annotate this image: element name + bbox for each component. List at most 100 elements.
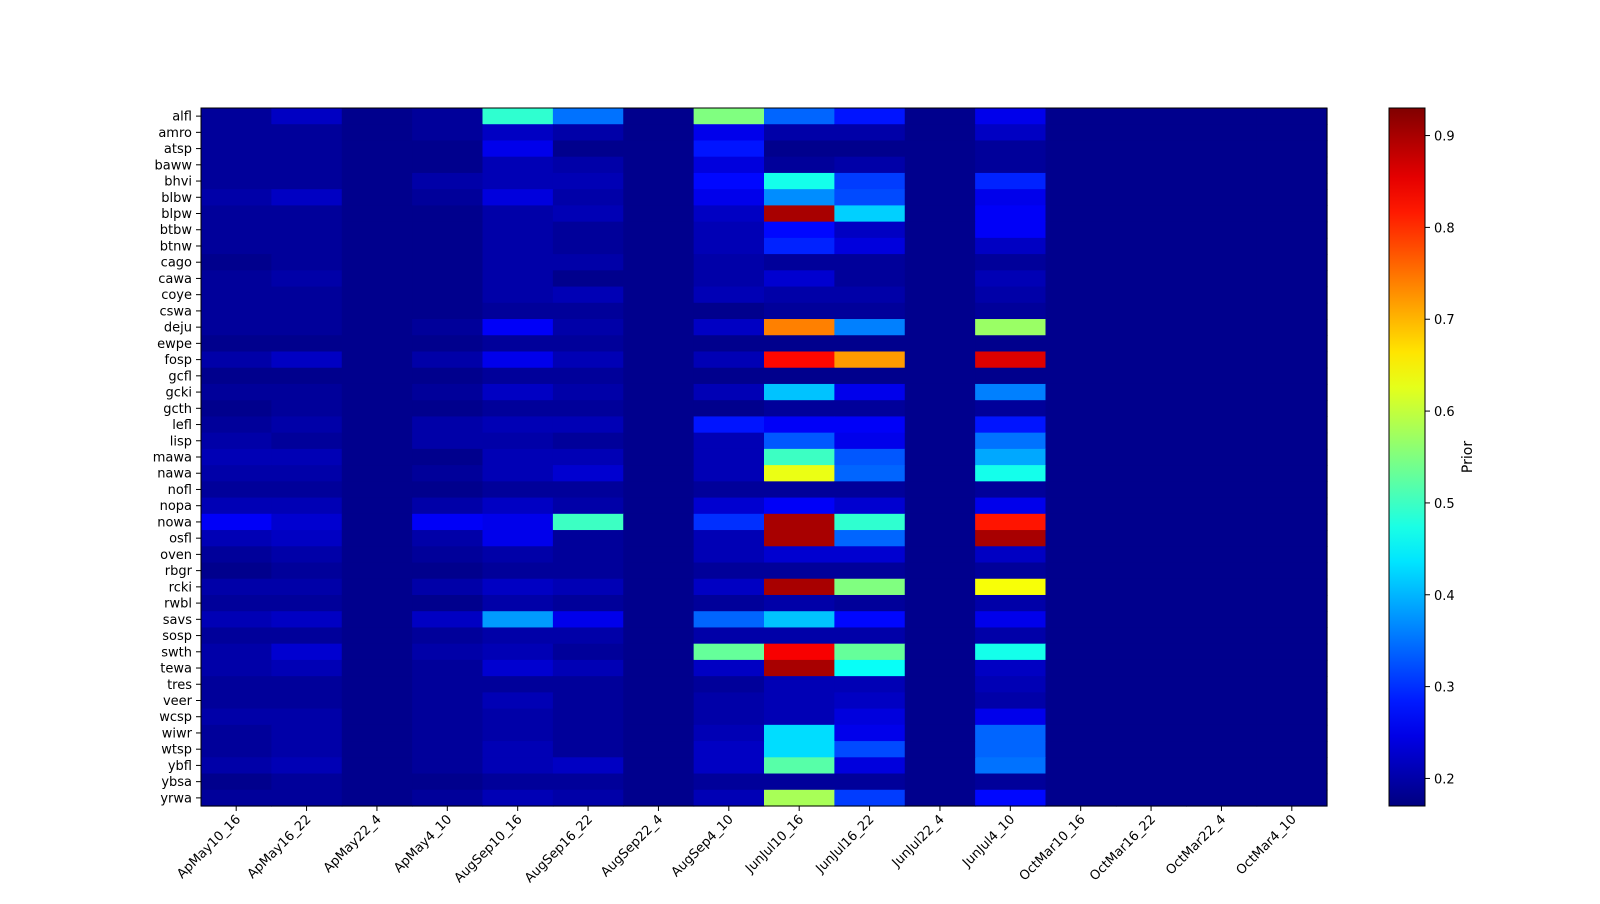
heatmap-cell xyxy=(693,789,765,807)
heatmap-cell xyxy=(693,448,765,466)
heatmap-cell xyxy=(412,724,484,742)
heatmap-cell xyxy=(552,562,624,580)
heatmap-cell xyxy=(341,270,413,288)
heatmap-cell xyxy=(1045,221,1117,239)
heatmap-cell xyxy=(412,562,484,580)
heatmap-cell xyxy=(271,627,343,645)
heatmap-cell xyxy=(201,140,272,158)
heatmap-cell xyxy=(482,237,554,255)
heatmap-cell xyxy=(834,221,906,239)
heatmap-cell xyxy=(764,448,835,466)
heatmap-cell xyxy=(201,205,272,223)
heatmap-cell xyxy=(1256,205,1328,223)
heatmap-cell xyxy=(975,286,1047,304)
heatmap-cell xyxy=(693,172,765,190)
heatmap-cell xyxy=(1045,172,1117,190)
heatmap-cell xyxy=(1256,270,1328,288)
heatmap-cell xyxy=(693,383,765,401)
heatmap-cell xyxy=(975,594,1047,612)
heatmap-cell xyxy=(623,676,695,693)
heatmap-cell xyxy=(1115,497,1187,515)
heatmap-cell xyxy=(1256,140,1328,158)
heatmap-cell xyxy=(482,643,554,661)
heatmap-cell xyxy=(1115,286,1187,304)
heatmap-cell xyxy=(764,367,835,385)
heatmap-cell xyxy=(834,172,906,190)
heatmap-cell xyxy=(834,302,906,320)
heatmap-cell xyxy=(904,237,976,255)
heatmap-cell xyxy=(1186,530,1258,547)
heatmap-cell xyxy=(975,676,1047,693)
y-tick-label: tewa xyxy=(160,662,192,677)
heatmap-cell xyxy=(623,627,695,645)
heatmap-cell xyxy=(834,286,906,304)
heatmap-cell xyxy=(1045,530,1117,547)
heatmap-cell xyxy=(623,156,695,174)
heatmap-cell xyxy=(1186,270,1258,288)
heatmap-cell xyxy=(904,383,976,401)
heatmap-cell xyxy=(552,692,624,710)
heatmap-cell xyxy=(482,367,554,385)
heatmap-cell xyxy=(1115,594,1187,612)
heatmap-cell xyxy=(764,562,835,580)
heatmap-cell xyxy=(1045,659,1117,677)
heatmap-cell xyxy=(1045,773,1117,791)
heatmap-cell xyxy=(201,270,272,288)
heatmap-cell xyxy=(412,578,484,596)
heatmap-cell xyxy=(1256,513,1328,531)
x-tick-labels: ApMay10_16 ApMay16_22 ApMay22_4 ApMay4_10Au… xyxy=(174,806,1300,886)
heatmap-cell xyxy=(975,757,1047,775)
heatmap-cell xyxy=(201,611,272,629)
heatmap-cell xyxy=(412,546,484,564)
heatmap-cell xyxy=(764,530,835,547)
heatmap-cell xyxy=(271,416,343,434)
heatmap-cell xyxy=(341,302,413,320)
heatmap-cell xyxy=(1115,335,1187,353)
heatmap-cell xyxy=(764,594,835,612)
heatmap-cell xyxy=(341,465,413,482)
heatmap-cell xyxy=(1256,351,1328,369)
heatmap-cell xyxy=(904,205,976,223)
heatmap-cell xyxy=(623,448,695,466)
heatmap-cell xyxy=(1256,108,1328,125)
heatmap-cell xyxy=(904,270,976,288)
heatmap-cell xyxy=(1186,302,1258,320)
heatmap-cell xyxy=(764,221,835,239)
heatmap-cell xyxy=(482,140,554,158)
heatmap-cell xyxy=(1115,643,1187,661)
heatmap-cell xyxy=(1045,708,1117,726)
heatmap-cell xyxy=(764,400,835,418)
heatmap-cell xyxy=(1186,481,1258,499)
heatmap-cell xyxy=(341,530,413,547)
heatmap-cell xyxy=(482,108,554,125)
heatmap-cell xyxy=(904,789,976,807)
heatmap-cell xyxy=(1186,237,1258,255)
heatmap-cell xyxy=(693,108,765,125)
heatmap-cell xyxy=(1045,156,1117,174)
heatmap-cell xyxy=(1256,594,1328,612)
heatmap-cell xyxy=(1186,692,1258,710)
heatmap-cell xyxy=(201,400,272,418)
heatmap-cell xyxy=(1186,367,1258,385)
heatmap-cell xyxy=(201,757,272,775)
heatmap-cell xyxy=(271,497,343,515)
heatmap-cell xyxy=(482,124,554,142)
heatmap-cell xyxy=(1186,319,1258,336)
heatmap-cell xyxy=(341,335,413,353)
heatmap-cell xyxy=(834,448,906,466)
heatmap-cell xyxy=(904,692,976,710)
heatmap-cell xyxy=(1186,254,1258,271)
heatmap-cell xyxy=(271,448,343,466)
heatmap-cell xyxy=(341,611,413,629)
heatmap-cell xyxy=(623,708,695,726)
heatmap-cell xyxy=(623,124,695,142)
heatmap-cell xyxy=(693,400,765,418)
heatmap-cell xyxy=(834,189,906,206)
heatmap-cell xyxy=(834,481,906,499)
y-tick-label: gcth xyxy=(163,402,192,417)
heatmap-cell xyxy=(764,578,835,596)
heatmap-cell xyxy=(1115,578,1187,596)
heatmap-cell xyxy=(1186,676,1258,693)
heatmap-cell xyxy=(201,416,272,434)
